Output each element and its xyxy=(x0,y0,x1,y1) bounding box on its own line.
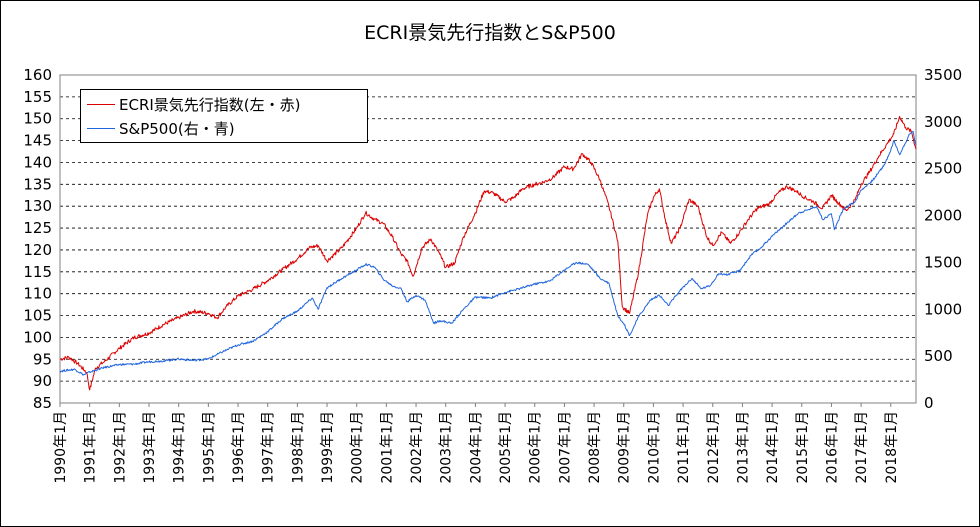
y-left-tick-label: 145 xyxy=(23,132,52,150)
series-line-sp500 xyxy=(59,130,917,376)
x-tick-label: 1992年1月 xyxy=(112,411,128,484)
x-tick-label: 2000年1月 xyxy=(350,411,366,484)
x-tick-label: 2018年1月 xyxy=(884,411,900,484)
y-right-tick-label: 0 xyxy=(924,394,934,412)
plot-area-border xyxy=(59,74,917,404)
x-tick-label: 2001年1月 xyxy=(379,411,395,484)
legend-label-ecri: ECRI景気先行指数(左・赤) xyxy=(119,95,301,114)
gridlines xyxy=(60,96,916,382)
y-axis-left: 85 90 95 100 105 110 115 120 125 130 135 140 145 150 1… xyxy=(23,66,52,412)
x-tick-label: 2005年1月 xyxy=(498,411,514,484)
x-tick-label: 1997年1月 xyxy=(261,411,277,484)
y-left-tick-label: 140 xyxy=(23,153,52,171)
x-tick-label: 2015年1月 xyxy=(795,411,811,484)
series-line-ecri xyxy=(59,116,917,391)
legend: ECRI景気先行指数(左・赤) S&P500(右・青) xyxy=(80,89,368,143)
y-left-tick-label: 110 xyxy=(23,285,52,303)
y-left-tick-label: 125 xyxy=(23,219,52,237)
x-tick-label: 2016年1月 xyxy=(824,411,840,484)
x-tick-label: 1990年1月 xyxy=(53,411,69,484)
legend-swatch-sp500 xyxy=(87,127,115,129)
x-tick-label: 2008年1月 xyxy=(587,411,603,484)
y-left-tick-label: 90 xyxy=(33,372,52,390)
y-left-tick-label: 160 xyxy=(23,66,52,84)
y-left-tick-label: 135 xyxy=(23,175,52,193)
series-group xyxy=(59,116,917,391)
y-left-tick-label: 155 xyxy=(23,88,52,106)
x-tick-label: 2002年1月 xyxy=(409,411,425,484)
x-tick-label: 2017年1月 xyxy=(854,411,870,484)
x-tick-label: 1993年1月 xyxy=(142,411,158,484)
y-right-tick-label: 500 xyxy=(924,347,953,365)
y-right-tick-label: 1500 xyxy=(924,253,962,271)
y-left-tick-label: 130 xyxy=(23,197,52,215)
y-right-tick-label: 3000 xyxy=(924,113,962,131)
legend-item-sp500: S&P500(右・青) xyxy=(87,117,235,139)
x-tick-label: 2012年1月 xyxy=(706,411,722,484)
x-tick-label: 1996年1月 xyxy=(231,411,247,484)
legend-item-ecri: ECRI景気先行指数(左・赤) xyxy=(87,93,301,115)
x-tick-label: 2013年1月 xyxy=(735,411,751,484)
x-tick-label: 1994年1月 xyxy=(172,411,188,484)
x-tick-label: 2014年1月 xyxy=(765,411,781,484)
y-left-tick-label: 100 xyxy=(23,328,52,346)
y-left-tick-label: 105 xyxy=(23,307,52,325)
y-left-tick-label: 150 xyxy=(23,110,52,128)
y-axis-right: 0 500 1000 1500 2000 2500 3000 3500 xyxy=(924,66,962,412)
x-tick-label: 1991年1月 xyxy=(83,411,99,484)
y-left-tick-label: 120 xyxy=(23,241,52,259)
y-left-tick-label: 85 xyxy=(33,394,52,412)
y-right-tick-label: 1000 xyxy=(924,300,962,318)
x-axis: 1990年1月 1991年1月 1992年1月 1993年1月 1994年1月 1995年… xyxy=(53,403,900,484)
y-right-tick-label: 2000 xyxy=(924,207,962,225)
legend-swatch-ecri xyxy=(87,103,115,105)
x-tick-label: 1999年1月 xyxy=(320,411,336,484)
y-right-tick-label: 2500 xyxy=(924,160,962,178)
chart-title: ECRI景気先行指数とS&P500 xyxy=(364,22,616,44)
x-tick-label: 1995年1月 xyxy=(201,411,217,484)
y-left-tick-label: 95 xyxy=(33,350,52,368)
y-left-tick-label: 115 xyxy=(23,263,52,281)
legend-label-sp500: S&P500(右・青) xyxy=(119,119,235,138)
x-tick-label: 2009年1月 xyxy=(617,411,633,484)
x-tick-label: 1998年1月 xyxy=(290,411,306,484)
x-tick-label: 2007年1月 xyxy=(557,411,573,484)
x-tick-label: 2010年1月 xyxy=(646,411,662,484)
x-tick-label: 2003年1月 xyxy=(439,411,455,484)
y-right-tick-label: 3500 xyxy=(924,66,962,84)
x-tick-label: 2004年1月 xyxy=(468,411,484,484)
x-tick-label: 2006年1月 xyxy=(528,411,544,484)
x-tick-label: 2011年1月 xyxy=(676,411,692,484)
